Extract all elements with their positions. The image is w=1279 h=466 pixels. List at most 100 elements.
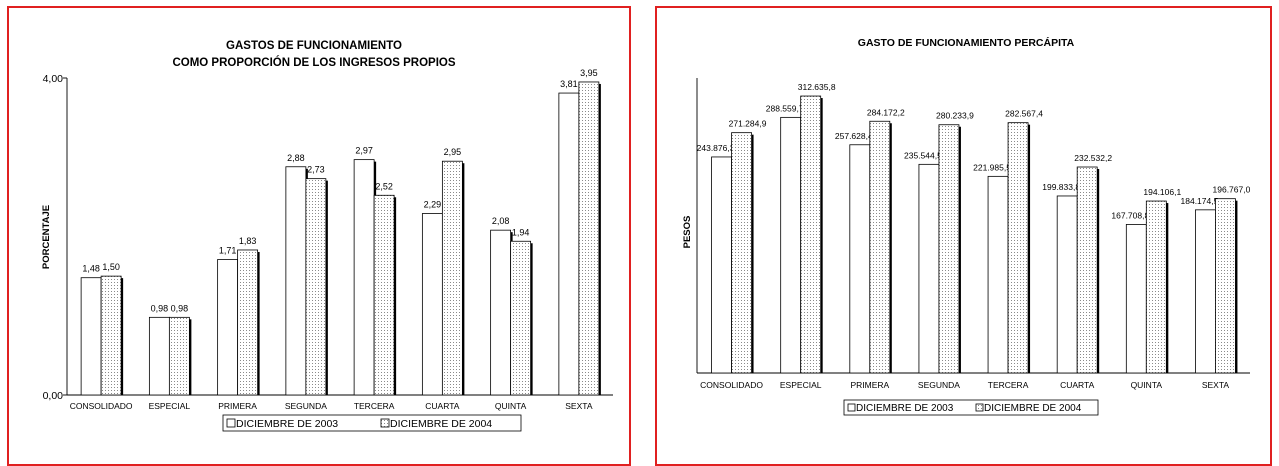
- chart1-title: GASTOS DE FUNCIONAMIENTO: [226, 40, 402, 52]
- chart2-data-label-2004-segunda: 280.233,9: [936, 111, 974, 121]
- chart1-category-label-sexta: SEXTA: [565, 401, 593, 411]
- chart1-bar-2003-primera: [217, 259, 239, 396]
- chart2-legend: DICIEMBRE DE 2003 DICIEMBRE DE 2004: [843, 399, 1099, 416]
- chart2-legend-swatch-2003: [847, 403, 856, 412]
- chart1-bar-2004-quinta: [510, 240, 532, 396]
- chart1-data-label-2003-segunda: 2,88: [287, 153, 305, 163]
- chart2-data-label-2004-quinta: 194.106,1: [1143, 187, 1181, 197]
- chart1-subtitle: COMO PROPORCIÓN DE LOS INGRESOS PROPIOS: [172, 56, 455, 69]
- chart1-data-label-2004-consolidado: 1,50: [102, 262, 120, 272]
- chart2-bars: 243.876,3 271.284,9 CONSOLIDADO 288.559,7 31…: [696, 78, 1251, 390]
- chart1-data-label-2004-tercera: 2,52: [375, 181, 393, 191]
- chart2-data-label-2004-cuarta: 232.532,2: [1074, 153, 1112, 163]
- chart2-bar-2004-tercera: [1007, 122, 1029, 374]
- chart1-data-label-2004-sexta: 3,95: [580, 68, 598, 78]
- chart1-category-label-primera: PRIMERA: [218, 401, 257, 411]
- chart1-data-label-2004-especial: 0,98: [171, 303, 189, 313]
- chart2-data-label-2004-tercera: 282.567,4: [1005, 109, 1043, 119]
- charts-canvas: GASTOS DE FUNCIONAMIENTO COMO PROPORCIÓN…: [41, 36, 1251, 432]
- chart2-bar-2003-sexta: [1195, 209, 1216, 374]
- chart2-y-axis-label: PESOS: [682, 216, 693, 249]
- chart1-bar-2003-segunda: [285, 166, 307, 396]
- chart2-data-label-2004-sexta: 196.767,0: [1213, 185, 1251, 195]
- chart1-bar-2003-consolidado: [80, 277, 102, 396]
- chart2-data-label-2004-primera: 284.172,2: [867, 107, 905, 117]
- chart2-data-label-2003-consolidado: 243.876,3: [697, 143, 735, 153]
- chart2-bar-2004-cuarta: [1076, 166, 1098, 374]
- chart1-category-label-especial: ESPECIAL: [149, 401, 191, 411]
- chart1-y-tick-min: 0,00: [43, 390, 64, 402]
- chart1-data-label-2003-consolidado: 1,48: [82, 264, 100, 274]
- chart1-category-label-cuarta: CUARTA: [425, 401, 459, 411]
- chart1-legend-swatch-2003: [226, 418, 236, 428]
- chart1-data-label-2003-tercera: 2,97: [355, 146, 373, 156]
- chart1-bar-2004-segunda: [305, 178, 327, 396]
- chart2-title: GASTO DE FUNCIONAMIENTO PERCÁPITA: [858, 36, 1075, 49]
- chart1-bar-2003-especial: [148, 316, 170, 396]
- chart1-legend: DICIEMBRE DE 2003 DICIEMBRE DE 2004: [222, 414, 522, 432]
- chart1-category-label-consolidado: CONSOLIDADO: [70, 401, 133, 411]
- chart1-bar-2004-cuarta: [441, 160, 463, 396]
- chart2-bar-2003-segunda: [918, 163, 940, 374]
- chart2-data-label-2004-especial: 312.635,8: [798, 82, 836, 92]
- chart2-category-label-sexta: SEXTA: [1202, 380, 1230, 390]
- chart2-data-label-2003-cuarta: 199.833,8: [1042, 182, 1080, 192]
- chart1-data-label-2004-primera: 1,83: [239, 236, 257, 246]
- chart2-data-label-2003-segunda: 235.544,5: [904, 150, 942, 160]
- chart1-data-label-2003-cuarta: 2,29: [424, 200, 442, 210]
- chart1-legend-box: [222, 414, 522, 432]
- chart2-category-label-cuarta: CUARTA: [1060, 380, 1094, 390]
- chart2-data-label-2003-sexta: 184.174,5: [1181, 196, 1219, 206]
- chart1-data-label-2004-cuarta: 2,95: [444, 147, 462, 157]
- chart1-category-label-quinta: QUINTA: [495, 401, 527, 411]
- chart1-y-axis-label: PORCENTAJE: [41, 205, 52, 269]
- chart2-data-label-2003-tercera: 221.985,5: [973, 162, 1011, 172]
- chart2-bar-2003-especial: [780, 116, 802, 374]
- chart2-bar-2003-primera: [849, 144, 871, 374]
- chart1-data-label-2003-especial: 0,98: [151, 303, 169, 313]
- chart1-category-label-tercera: TERCERA: [354, 401, 395, 411]
- chart2-bar-2004-consolidado: [731, 132, 752, 374]
- chart2-bar-2004-especial: [800, 95, 822, 374]
- chart1-bar-2003-cuarta: [421, 213, 443, 396]
- chart1-data-label-2003-primera: 1,71: [219, 245, 237, 255]
- chart1-legend-swatch-2004: [380, 418, 390, 428]
- chart2-bar-2003-consolidado: [711, 156, 732, 374]
- chart1-bar-2004-sexta: [578, 81, 600, 396]
- chart2-bar-2003-cuarta: [1056, 195, 1078, 374]
- chart2-legend-label-2004: DICIEMBRE DE 2004: [984, 403, 1082, 414]
- chart1-bar-2004-tercera: [373, 194, 395, 396]
- chart2-category-label-consolidado: CONSOLIDADO: [700, 380, 763, 390]
- chart1-data-label-2003-sexta: 3,81: [560, 79, 578, 89]
- chart1-bar-2004-primera: [237, 249, 259, 396]
- chart2-legend-box: [843, 399, 1099, 416]
- chart1-bar-2003-sexta: [558, 92, 580, 396]
- chart1-legend-label-2004: DICIEMBRE DE 2004: [390, 418, 492, 430]
- chart2-legend-swatch-2004: [975, 403, 984, 412]
- chart2-bar-2003-tercera: [987, 175, 1009, 374]
- chart-panel-right: [655, 6, 1272, 466]
- chart2-data-label-2003-primera: 257.628,4: [835, 131, 873, 141]
- chart2-category-label-tercera: TERCERA: [988, 380, 1029, 390]
- chart2-data-label-2003-quinta: 167.708,8: [1111, 210, 1149, 220]
- chart2-bar-2004-primera: [869, 120, 891, 374]
- chart2-category-label-quinta: QUINTA: [1131, 380, 1163, 390]
- chart1-data-label-2004-quinta: 1,94: [512, 227, 530, 237]
- chart1-legend-label-2003: DICIEMBRE DE 2003: [236, 418, 338, 430]
- chart2-data-label-2003-especial: 288.559,7: [766, 103, 804, 113]
- chart1-bar-2003-quinta: [490, 229, 512, 396]
- chart1-data-label-2004-segunda: 2,73: [307, 165, 325, 175]
- chart2-category-label-segunda: SEGUNDA: [918, 380, 960, 390]
- chart1-y-tick-max: 4,00: [43, 73, 64, 85]
- chart2-bar-2004-sexta: [1215, 198, 1236, 374]
- chart1-bar-2004-especial: [168, 316, 190, 396]
- chart1-category-label-segunda: SEGUNDA: [285, 401, 327, 411]
- chart1-bar-2003-tercera: [353, 159, 375, 396]
- chart1-data-label-2003-quinta: 2,08: [492, 216, 510, 226]
- chart2-legend-label-2003: DICIEMBRE DE 2003: [856, 403, 954, 414]
- chart2-data-label-2004-consolidado: 271.284,9: [729, 119, 767, 129]
- chart2-bar-2003-quinta: [1125, 224, 1147, 374]
- chart2-bar-2004-quinta: [1145, 200, 1167, 374]
- chart1-bar-2004-consolidado: [100, 275, 122, 396]
